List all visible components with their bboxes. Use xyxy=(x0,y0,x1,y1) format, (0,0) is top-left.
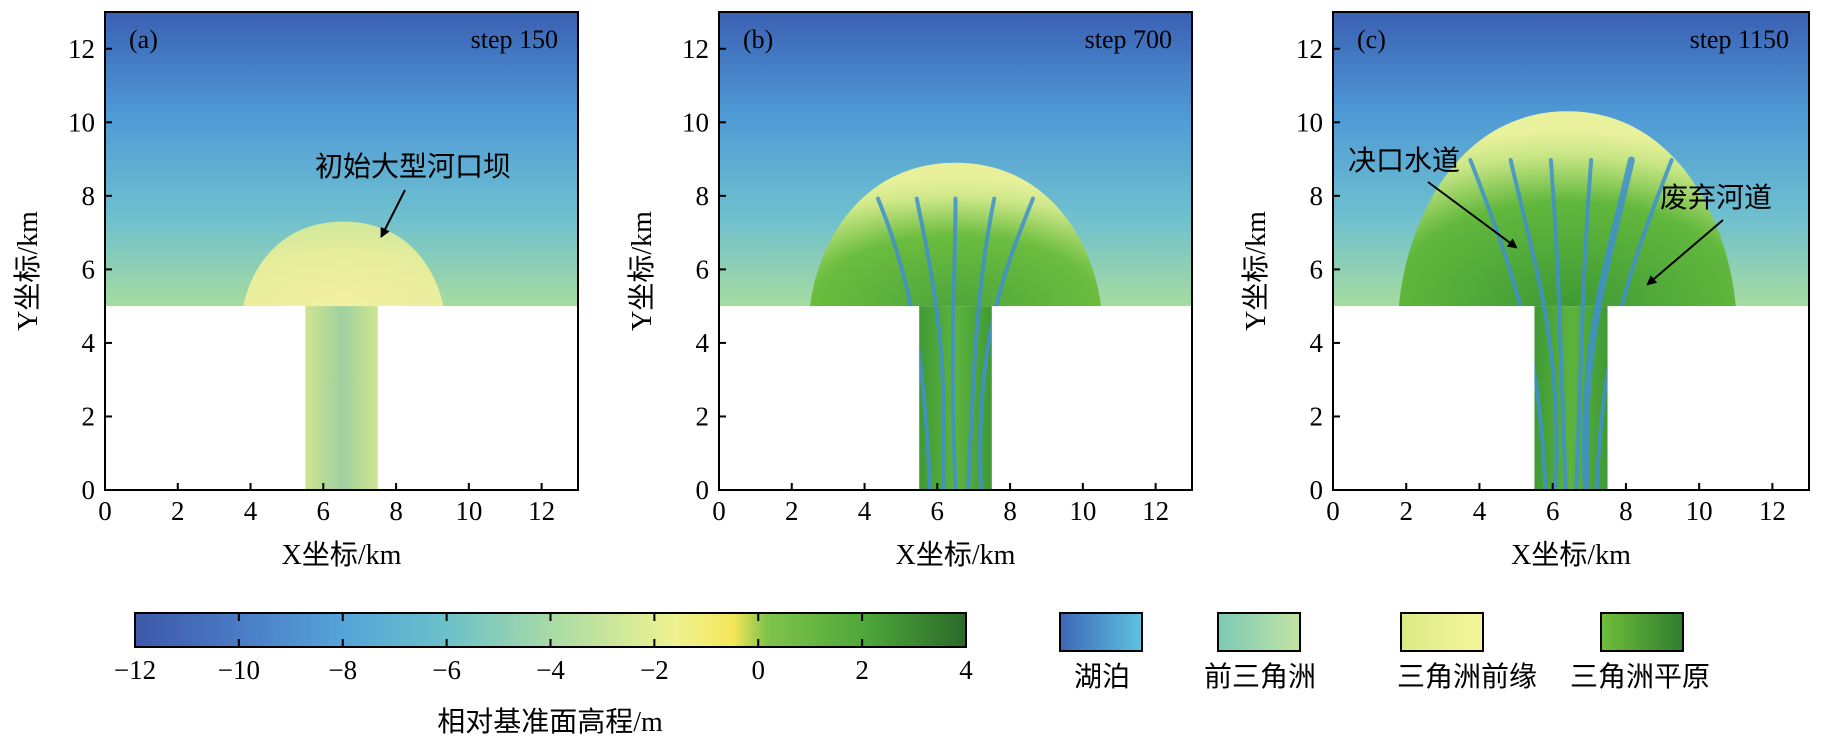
x-tick-label: 6 xyxy=(1546,496,1560,526)
y-tick-label: 0 xyxy=(696,475,710,505)
distributary-channel xyxy=(1581,156,1635,490)
legend-label: 湖泊 xyxy=(1074,661,1130,693)
x-tick-label: 4 xyxy=(244,496,258,526)
x-tick-label: 8 xyxy=(1619,496,1633,526)
plot-frame xyxy=(1332,11,1810,491)
x-tick-label: 2 xyxy=(1399,496,1413,526)
colorbar-tick-label: −10 xyxy=(218,655,260,685)
colorbar-tick-label: −8 xyxy=(328,655,357,685)
y-tick-label: 8 xyxy=(696,181,710,211)
annotation-text: 废弃河道 xyxy=(1660,182,1772,214)
x-tick-label: 0 xyxy=(98,496,112,526)
x-tick-label: 0 xyxy=(1326,496,1340,526)
x-tick-label: 8 xyxy=(1003,496,1017,526)
legend-label: 三角洲平原 xyxy=(1570,661,1710,693)
x-tick-label: 12 xyxy=(528,496,555,526)
delta-deposit xyxy=(1398,111,1736,307)
y-axis-label: Y坐标/km xyxy=(1240,211,1272,331)
distributary-channel xyxy=(1508,157,1559,490)
y-tick-label: 0 xyxy=(82,475,96,505)
plot-frame xyxy=(104,11,579,491)
annotation-text: 决口水道 xyxy=(1348,145,1460,177)
y-tick-label: 4 xyxy=(1310,328,1324,358)
x-tick-label: 2 xyxy=(785,496,799,526)
annotation-arrow xyxy=(380,189,406,239)
x-tick-label: 8 xyxy=(389,496,403,526)
y-tick-label: 4 xyxy=(696,328,710,358)
step-label: step 700 xyxy=(1085,25,1172,54)
distributary-channel xyxy=(1574,157,1594,490)
x-tick-label: 10 xyxy=(455,496,482,526)
y-tick-label: 2 xyxy=(696,401,710,431)
panel-1: 0 2 4 6 8 10 12 0 2 4 6 8 10 12 X坐标/km Y坐标/km (a) step 15… xyxy=(12,11,579,571)
colorbar-tick-label: 0 xyxy=(752,655,766,685)
colorbar-tick-label: 2 xyxy=(855,655,869,685)
y-tick-label: 10 xyxy=(68,107,95,137)
panel-label: (a) xyxy=(129,25,158,54)
x-axis-label: X坐标/km xyxy=(282,539,402,571)
colorbar-tick-label: −4 xyxy=(536,655,565,685)
legend-swatch xyxy=(1217,612,1301,652)
delta-deposit xyxy=(243,221,444,307)
y-tick-label: 8 xyxy=(1310,181,1324,211)
colorbar-title: 相对基准面高程/m xyxy=(437,706,663,738)
distributary-channel xyxy=(966,196,997,490)
colorbar-tick-label: 4 xyxy=(959,655,973,685)
y-tick-label: 8 xyxy=(82,181,96,211)
x-tick-label: 2 xyxy=(171,496,185,526)
step-label: step 1150 xyxy=(1690,25,1789,54)
x-tick-label: 12 xyxy=(1142,496,1169,526)
x-tick-label: 4 xyxy=(1473,496,1487,526)
x-tick-label: 4 xyxy=(858,496,872,526)
colorbar: −12 −10 −8 −6 −4 −2 0 2 4 相对基准面高程/m xyxy=(114,612,973,738)
y-axis-label: Y坐标/km xyxy=(626,211,658,331)
y-tick-label: 4 xyxy=(82,328,96,358)
x-tick-label: 0 xyxy=(712,496,726,526)
panel-3: 0 2 4 6 8 10 12 0 2 4 6 8 10 12 X坐标/km Y坐标/km (c) step 11… xyxy=(1240,11,1810,571)
annotation-arrow xyxy=(1427,181,1518,249)
legend-swatch xyxy=(1600,612,1684,652)
x-axis-label: X坐标/km xyxy=(1511,539,1631,571)
y-tick-label: 12 xyxy=(682,34,709,64)
distributary-channel xyxy=(914,196,947,490)
annotation-arrow xyxy=(1646,219,1724,286)
y-tick-label: 2 xyxy=(82,401,96,431)
feeder-channel xyxy=(305,306,378,490)
y-axis-label: Y坐标/km xyxy=(12,211,44,331)
legend-label: 三角洲前缘 xyxy=(1397,661,1537,693)
y-tick-label: 6 xyxy=(1310,254,1324,284)
y-tick-label: 6 xyxy=(696,254,710,284)
x-tick-label: 10 xyxy=(1686,496,1713,526)
x-tick-label: 12 xyxy=(1759,496,1786,526)
x-tick-label: 6 xyxy=(317,496,331,526)
y-tick-label: 6 xyxy=(82,254,96,284)
colorbar-tick-label: −6 xyxy=(432,655,461,685)
x-tick-label: 6 xyxy=(931,496,945,526)
plot-frame xyxy=(718,11,1193,491)
y-tick-label: 0 xyxy=(1310,475,1324,505)
y-tick-label: 2 xyxy=(1310,401,1324,431)
colorbar-tick-label: −12 xyxy=(114,655,156,685)
annotation-text: 初始大型河口坝 xyxy=(315,151,511,183)
panel-label: (c) xyxy=(1357,25,1386,54)
legend-swatch xyxy=(1400,612,1484,652)
legend: 湖泊 前三角洲 三角洲前缘 三角洲平原 xyxy=(1059,612,1710,693)
x-axis-label: X坐标/km xyxy=(896,539,1016,571)
distributary-channel xyxy=(950,196,958,490)
x-tick-label: 10 xyxy=(1069,496,1096,526)
legend-label: 前三角洲 xyxy=(1204,661,1316,693)
y-tick-label: 12 xyxy=(1296,34,1323,64)
panel-2: 0 2 4 6 8 10 12 0 2 4 6 8 10 12 X坐标/km Y坐标/km (b) step 70… xyxy=(626,11,1193,571)
step-label: step 150 xyxy=(471,25,558,54)
distributary-channel xyxy=(1548,157,1568,490)
y-tick-label: 10 xyxy=(682,107,709,137)
colorbar-tick-label: −2 xyxy=(640,655,669,685)
y-tick-label: 10 xyxy=(1296,107,1323,137)
y-tick-label: 12 xyxy=(68,34,95,64)
panel-label: (b) xyxy=(743,25,773,54)
legend-swatch xyxy=(1059,612,1143,652)
